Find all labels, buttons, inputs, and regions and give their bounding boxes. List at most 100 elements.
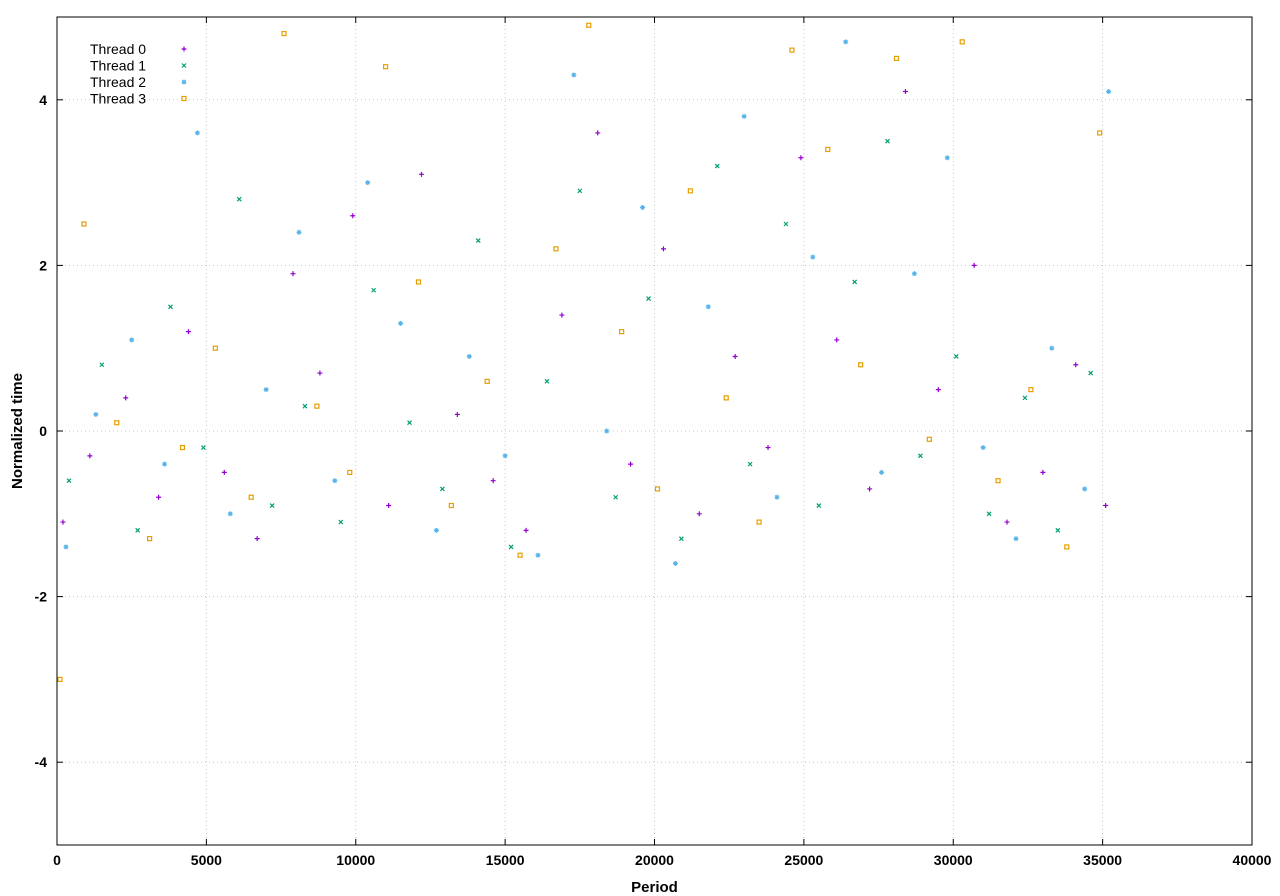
- data-point-thread-1: [852, 279, 858, 285]
- data-point-thread-3: [553, 246, 559, 252]
- data-point-thread-1: [99, 362, 105, 368]
- x-tick-label: 25000: [784, 852, 823, 868]
- data-point-thread-2: [63, 544, 69, 550]
- data-point-thread-3: [1064, 544, 1070, 550]
- data-point-thread-2: [296, 229, 302, 235]
- legend-marker-thread-0: [181, 46, 187, 52]
- data-point-thread-2: [604, 428, 610, 434]
- data-point-thread-1: [475, 238, 481, 243]
- data-point-thread-3: [959, 39, 965, 45]
- legend-label-thread-1: Thread 1: [90, 58, 146, 74]
- data-point-thread-0: [418, 171, 424, 177]
- data-point-thread-0: [156, 494, 162, 500]
- data-point-thread-2: [774, 494, 780, 500]
- data-point-thread-1: [1055, 527, 1061, 533]
- data-point-thread-3: [179, 444, 186, 451]
- data-point-thread-0: [867, 486, 873, 492]
- data-point-thread-0: [523, 527, 529, 533]
- legend-marker-thread-2: [181, 79, 187, 85]
- data-point-thread-3: [415, 279, 422, 285]
- data-point-thread-1: [66, 478, 72, 484]
- data-point-thread-0: [87, 453, 93, 459]
- data-point-thread-2: [162, 461, 168, 467]
- data-point-thread-3: [619, 329, 625, 335]
- data-point-thread-1: [269, 503, 275, 508]
- data-point-thread-3: [995, 478, 1001, 484]
- data-point-thread-2: [263, 387, 269, 393]
- data-point-thread-1: [577, 188, 583, 194]
- data-point-thread-3: [858, 362, 864, 368]
- data-point-thread-0: [350, 213, 356, 219]
- data-point-thread-3: [114, 420, 120, 426]
- data-point-thread-3: [147, 536, 153, 542]
- data-point-thread-0: [559, 312, 565, 318]
- data-point-thread-3: [789, 47, 795, 53]
- data-point-thread-1: [1022, 395, 1028, 401]
- data-point-thread-0: [317, 370, 323, 376]
- axis-ticks: 0 5000 10000 15000 20000 25000 30000 35000 40000…: [35, 17, 1272, 868]
- data-point-thread-1: [236, 196, 242, 202]
- data-point-thread-2: [1082, 486, 1088, 492]
- data-point-thread-2: [944, 155, 950, 161]
- data-point-thread-1: [407, 420, 412, 426]
- data-point-thread-2: [640, 204, 646, 210]
- x-axis-label: Period: [631, 879, 678, 896]
- data-point-thread-2: [705, 304, 711, 310]
- data-point-thread-1: [917, 453, 923, 459]
- y-tick-label: 4: [39, 92, 47, 108]
- data-point-thread-2: [741, 113, 747, 119]
- data-point-thread-0: [185, 329, 191, 335]
- data-point-thread-3: [654, 486, 661, 492]
- data-point-thread-1: [714, 163, 720, 169]
- data-point-thread-1: [747, 461, 753, 467]
- data-point-thread-1: [816, 503, 822, 508]
- y-tick-label: 2: [39, 257, 47, 273]
- data-point-thread-0: [1073, 362, 1079, 368]
- data-point-thread-1: [678, 536, 684, 542]
- data-point-thread-0: [696, 511, 702, 517]
- data-point-thread-0: [1103, 503, 1109, 509]
- legend-label-thread-0: Thread 0: [90, 41, 146, 57]
- data-point-thread-0: [254, 536, 260, 542]
- legend-label-thread-3: Thread 3: [90, 91, 146, 107]
- data-point-thread-0: [595, 130, 601, 136]
- x-tick-label: 0: [53, 852, 61, 868]
- data-point-thread-2: [1106, 89, 1112, 95]
- data-point-thread-0: [834, 337, 840, 343]
- data-point-thread-1: [646, 296, 651, 301]
- data-point-thread-1: [613, 494, 619, 500]
- legend: Thread 0 Thread 1 Thread 2 Thread 3: [90, 41, 187, 107]
- data-point-thread-3: [517, 552, 523, 558]
- data-point-thread-1: [135, 527, 141, 533]
- data-point-thread-1: [302, 403, 308, 409]
- data-point-thread-3: [448, 502, 454, 509]
- data-point-thread-1: [544, 378, 550, 384]
- data-point-thread-3: [248, 494, 254, 500]
- data-point-thread-0: [123, 395, 129, 401]
- data-point-thread-2: [843, 39, 849, 45]
- data-point-thread-0: [1040, 469, 1046, 475]
- data-point-thread-1: [783, 221, 789, 227]
- x-tick-label: 30000: [934, 852, 973, 868]
- data-point-thread-3: [281, 30, 287, 37]
- data-point-thread-3: [383, 64, 389, 70]
- data-point-thread-0: [971, 262, 977, 268]
- data-point-thread-3: [314, 403, 320, 409]
- data-point-thread-3: [825, 146, 831, 153]
- data-point-thread-2: [810, 254, 816, 260]
- y-tick-label: 0: [39, 423, 47, 439]
- data-point-thread-0: [221, 469, 227, 475]
- data-point-thread-2: [332, 478, 338, 484]
- data-point-thread-2: [1013, 536, 1019, 542]
- data-point-thread-0: [60, 519, 66, 525]
- data-point-thread-1: [986, 511, 992, 517]
- data-points: [57, 22, 1112, 683]
- data-point-thread-2: [911, 271, 917, 277]
- data-point-thread-2: [571, 72, 577, 78]
- y-tick-label: -4: [35, 754, 48, 770]
- data-point-thread-2: [466, 353, 472, 359]
- grid-lines: [57, 17, 1252, 845]
- data-point-thread-2: [502, 453, 508, 459]
- data-point-thread-3: [81, 221, 87, 227]
- x-tick-label: 35000: [1083, 852, 1122, 868]
